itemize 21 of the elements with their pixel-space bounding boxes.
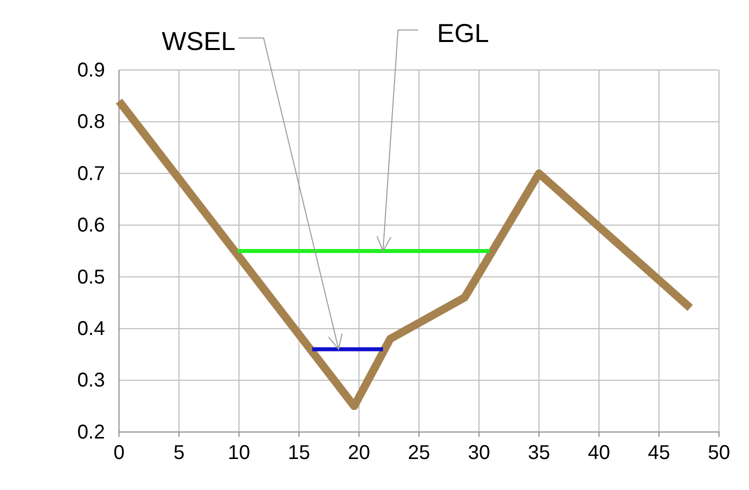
x-tick-label: 30 — [468, 442, 490, 464]
annotation: WSEL — [162, 26, 236, 56]
x-tick-label: 0 — [113, 442, 125, 464]
y-tick-label: 0.3 — [77, 370, 105, 392]
y-tick-label: 0.9 — [77, 59, 105, 82]
y-tick-label: 0.4 — [77, 318, 105, 340]
annotation: EGL — [436, 18, 490, 48]
y-tick-label: 0.8 — [77, 111, 105, 134]
x-tick-label: 35 — [528, 442, 550, 464]
y-tick-label: 0.5 — [77, 266, 105, 288]
x-tick-label: 5 — [173, 442, 185, 464]
x-tick-label: 50 — [708, 442, 730, 464]
y-tick-label: 0.2 — [77, 421, 105, 444]
x-tick-label: 45 — [648, 442, 670, 464]
x-tick-label: 10 — [228, 442, 250, 464]
x-tick-label: 40 — [588, 442, 610, 464]
x-tick-label: 20 — [348, 442, 370, 464]
x-tick-label: 25 — [408, 442, 430, 464]
x-tick-label: 15 — [288, 442, 310, 464]
y-tick-label: 0.6 — [77, 214, 105, 237]
y-tick-label: 0.7 — [77, 162, 105, 185]
